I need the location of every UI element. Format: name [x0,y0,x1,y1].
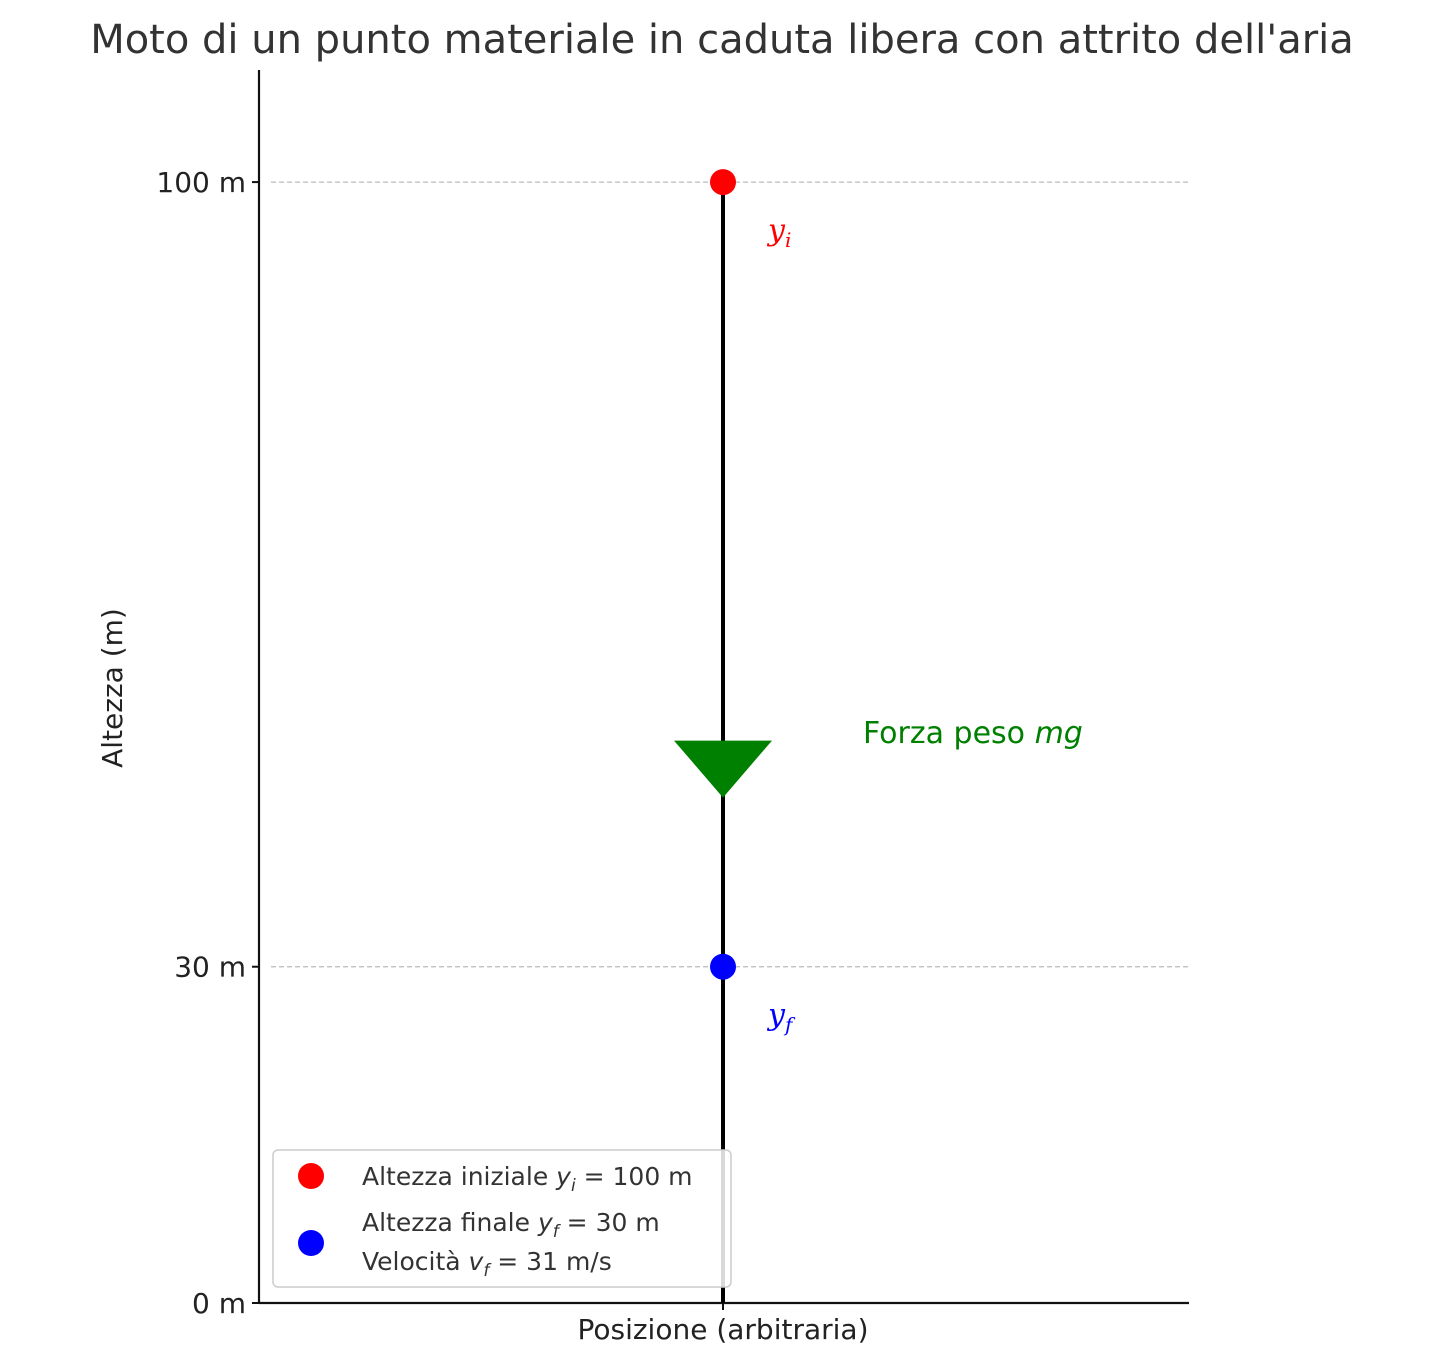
force-label: Forza peso mg [863,716,1083,751]
force-label-text: Forza peso [863,716,1035,751]
legend-entry-velocity: Velocità vf = 31 m/s [362,1247,612,1281]
y-tick-label: 30 m [174,951,246,984]
legend-marker-final [298,1230,324,1256]
y-axis-label: Altezza (m) [96,608,129,768]
y-tick-label: 100 m [156,166,246,199]
grid-lines [271,181,1189,968]
initial-point [710,169,736,196]
final-point-label: yf [766,998,796,1037]
y-axis-ticks: 0 m 30 m 100 m [156,166,259,1320]
force-arrow-head [674,740,772,798]
legend-box [272,1149,732,1288]
legend: Altezza iniziale yi = 100 m Altezza fina… [272,1149,732,1288]
legend-entry-final: Altezza finale yf = 30 m [362,1208,660,1242]
legend-marker-initial [298,1163,324,1189]
y-tick-label: 0 m [192,1287,246,1320]
force-label-symbol: mg [1035,716,1083,751]
final-point [710,953,736,980]
force-weight: Forza peso mg [674,716,1083,798]
x-axis-label: Posizione (arbitraria) [577,1313,868,1346]
chart-title: Moto di un punto materiale in caduta lib… [90,17,1354,63]
legend-entry-initial: Altezza iniziale yi = 100 m [362,1162,693,1196]
initial-point-label: yi [766,213,791,252]
